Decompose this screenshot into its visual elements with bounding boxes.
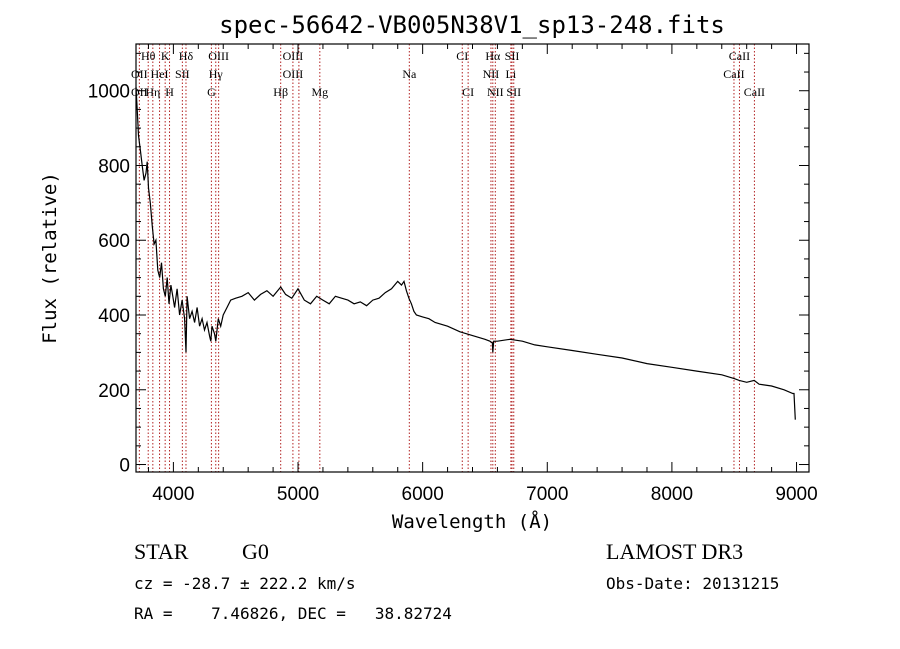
spectral-line-label: OIII (283, 49, 304, 63)
spectral-line-label: Hα (485, 49, 501, 63)
spectral-line-label: OIII (208, 49, 229, 63)
y-tick-label: 400 (98, 306, 130, 327)
spectral-line-label: CaII (723, 67, 744, 81)
x-axis-label: Wavelength (Å) (392, 510, 552, 533)
spectral-line-label: Mg (311, 85, 328, 99)
spectral-line-label: CI (456, 49, 468, 63)
spectral-line-label: OII (131, 85, 148, 99)
x-tick-label: 8000 (651, 484, 693, 505)
x-tick-label: 6000 (402, 484, 444, 505)
spectrum-line (135, 86, 796, 420)
spectral-line-label: Li (506, 67, 517, 81)
spectral-line-label: HeI (151, 67, 169, 81)
chart-title: spec-56642-VB005N38V1_sp13-248.fits (219, 11, 725, 39)
y-tick-label: 200 (98, 381, 130, 402)
spectral-line-label: H (165, 85, 174, 99)
marker-lines-layer (138, 44, 755, 472)
spectral-line-label: Na (402, 67, 417, 81)
plot-frame (135, 43, 810, 473)
x-tick-label: 4000 (152, 484, 194, 505)
spectral-line-label: OIII (283, 67, 304, 81)
spectral-subclass: G0 (242, 539, 269, 564)
spectral-line-label: NII (487, 85, 504, 99)
spectral-line-label: CI (462, 85, 474, 99)
spectral-line-label: K (161, 49, 170, 63)
spectral-line-label: SII (505, 49, 520, 63)
spectral-line-label: OII (131, 67, 148, 81)
x-tick-label: 9000 (775, 484, 817, 505)
x-tick-label: 7000 (526, 484, 568, 505)
spectral-line-label: Hη (145, 85, 160, 99)
spectral-line-label: NII (483, 67, 500, 81)
spectral-line-label: Hδ (179, 49, 194, 63)
marker-labels-layer: Hθ K Hδ OIII OIII CI Hα SII CaII OII HeI SII Hγ OIII N… (131, 49, 765, 99)
axis-ticks-layer: 4000 5000 6000 7000 8000 9000 0 200 400 600 800 100… (88, 44, 818, 505)
coordinates-text: RA = 7.46826, DEC = 38.82724 (134, 604, 452, 623)
spectral-line-label: SII (506, 85, 521, 99)
y-tick-label: 800 (98, 156, 130, 177)
y-tick-label: 0 (119, 456, 130, 477)
y-tick-label: 1000 (88, 82, 130, 103)
redshift-text: cz = -28.7 ± 222.2 km/s (134, 574, 356, 593)
survey-name: LAMOST DR3 (606, 539, 743, 564)
spectral-line-label: Hβ (273, 85, 288, 99)
spectral-line-label: G (207, 85, 216, 99)
spectral-line-label: Hθ (141, 49, 156, 63)
object-class: STAR (134, 539, 189, 564)
spectral-line-label: CaII (744, 85, 765, 99)
obs-date: Obs-Date: 20131215 (606, 574, 779, 593)
spectral-line-label: Hγ (209, 67, 224, 81)
x-tick-label: 5000 (277, 484, 319, 505)
y-tick-label: 600 (98, 231, 130, 252)
spectral-line-label: SII (175, 67, 190, 81)
spectral-line-label: CaII (729, 49, 750, 63)
y-axis-label: Flux (relative) (39, 172, 61, 344)
